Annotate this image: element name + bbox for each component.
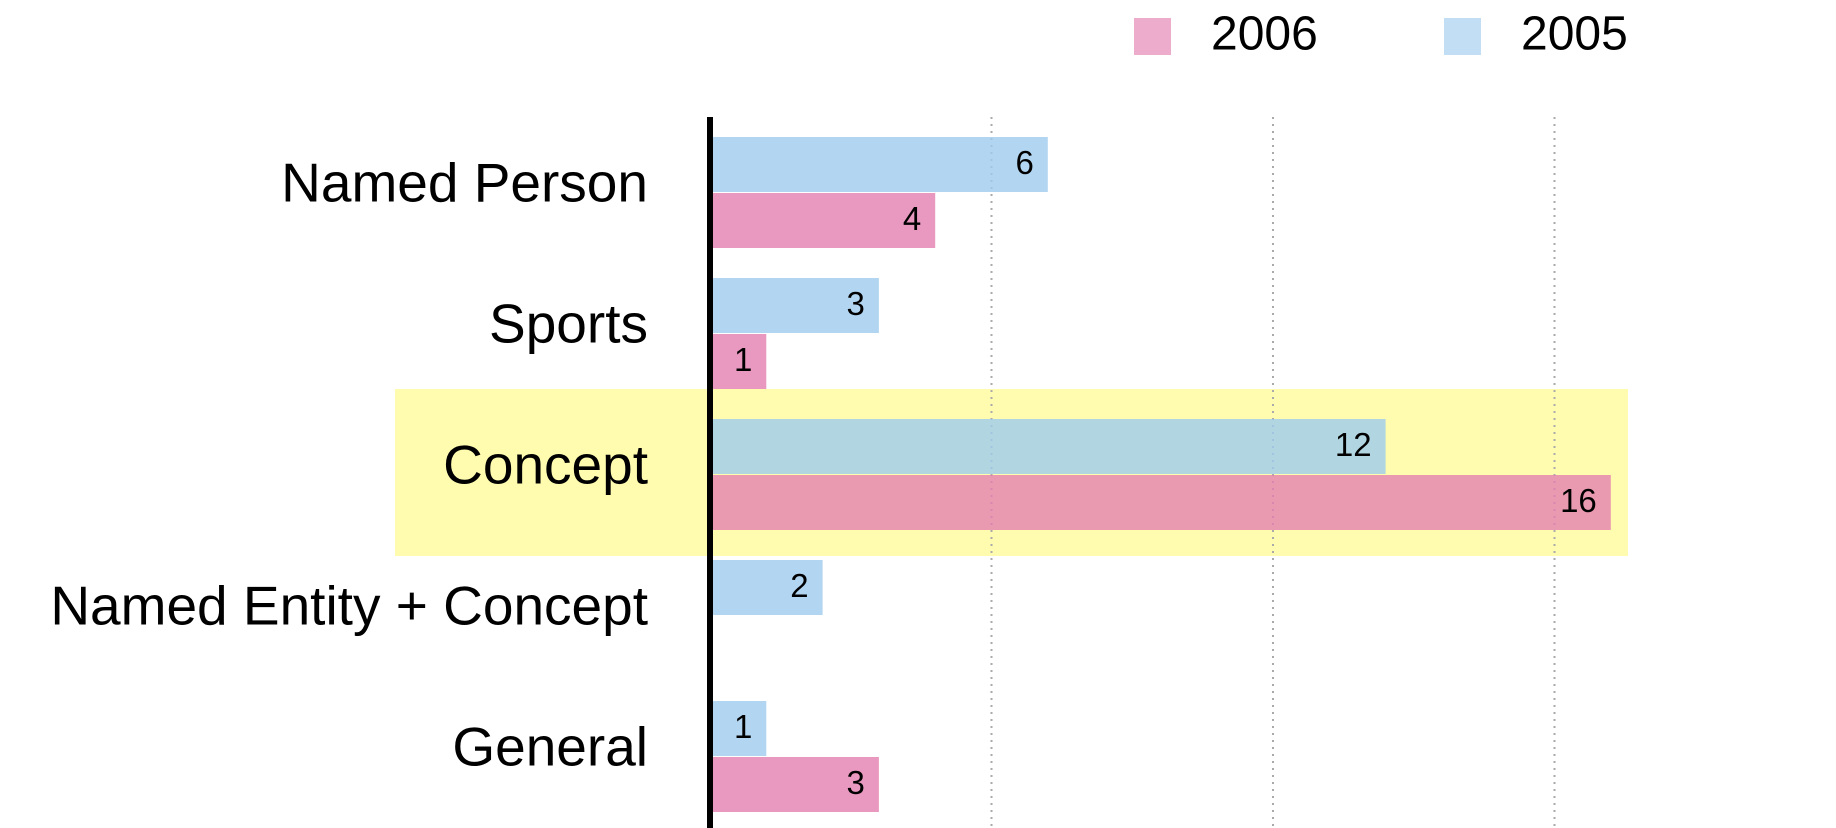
- bar: [710, 193, 936, 248]
- bar: [710, 278, 879, 333]
- category-label: General: [452, 716, 648, 778]
- data-label: 16: [1560, 482, 1597, 519]
- category-label: Named Entity + Concept: [50, 575, 648, 637]
- bar: [710, 137, 1048, 192]
- legend-swatch: [1444, 18, 1481, 55]
- category-label: Concept: [443, 434, 648, 496]
- legend-label: 2006: [1211, 8, 1318, 61]
- data-label: 3: [847, 285, 865, 322]
- bar: [710, 757, 879, 812]
- data-label: 1: [734, 708, 752, 745]
- legend-label: 2005: [1521, 8, 1628, 61]
- data-label: 2: [790, 567, 808, 604]
- category-label: Sports: [489, 293, 648, 355]
- data-label: 4: [903, 200, 921, 237]
- bar: [710, 334, 767, 389]
- bar: [710, 475, 1611, 530]
- data-label: 3: [847, 764, 865, 801]
- data-label: 6: [1015, 144, 1033, 181]
- bar: [710, 701, 767, 756]
- data-label: 1: [734, 341, 752, 378]
- bar: [710, 560, 823, 615]
- bar: [710, 419, 1386, 474]
- category-label: Named Person: [281, 152, 648, 214]
- data-label: 12: [1335, 426, 1372, 463]
- legend-swatch: [1134, 18, 1171, 55]
